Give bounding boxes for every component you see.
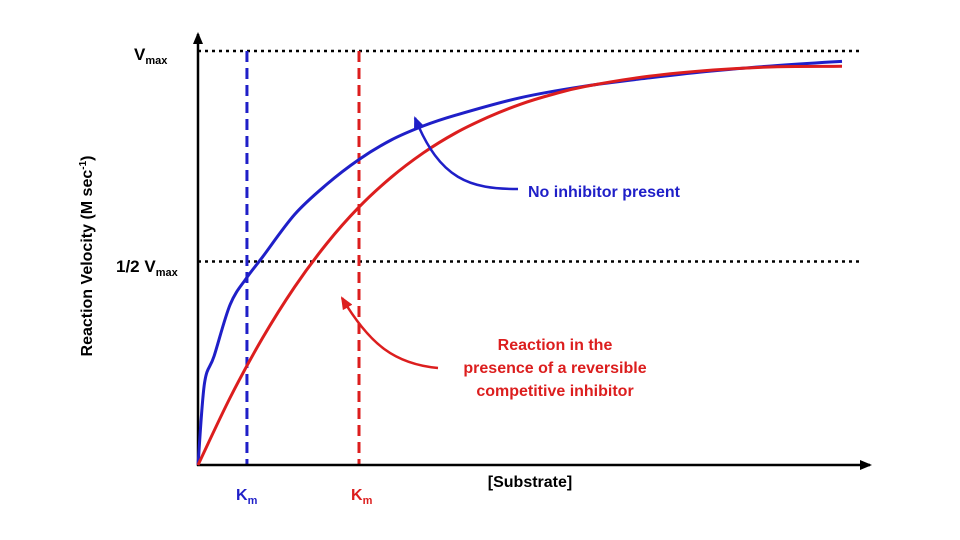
inhibitor-annotation-line-2: presence of a reversible <box>463 360 646 377</box>
series-line-competitive-inhibitor <box>196 64 843 466</box>
no-inhibitor-annotation: No inhibitor present <box>528 184 681 201</box>
km-label-competitive-inhibitor: Km <box>351 487 373 507</box>
inhibitor-annotation-arrow <box>340 296 439 370</box>
series-line-no-inhibitor <box>196 59 843 466</box>
y-axis-label: Reaction Velocity (M sec-1) <box>78 156 96 357</box>
inhibitor-annotation-line-3: competitive inhibitor <box>476 383 633 400</box>
half-vmax-label: 1/2 Vmax <box>116 257 179 279</box>
km-label-no-inhibitor: Km <box>236 487 258 507</box>
no-inhibitor-annotation-arrow <box>413 116 519 191</box>
inhibitor-annotation-line-1: Reaction in the <box>498 337 613 354</box>
vmax-label: Vmax <box>134 45 168 67</box>
x-axis-label: [Substrate] <box>488 474 572 491</box>
